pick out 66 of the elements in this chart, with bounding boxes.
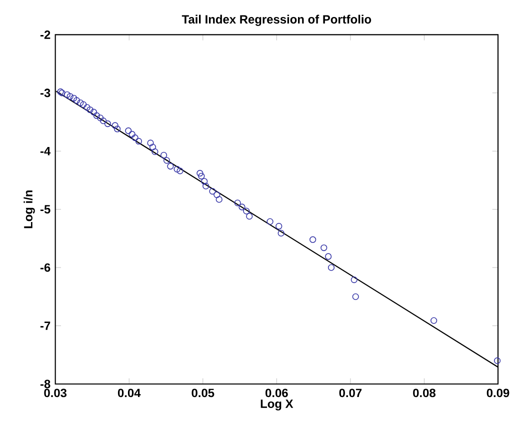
point xyxy=(90,108,98,116)
point xyxy=(209,188,216,195)
y-tick-label: -6 xyxy=(40,263,50,272)
point xyxy=(198,172,205,180)
x-tick-label: 0.07 xyxy=(339,388,362,398)
point xyxy=(70,94,78,102)
point xyxy=(132,134,138,142)
point xyxy=(243,208,250,214)
x-axis-title: Log X xyxy=(260,400,294,410)
point xyxy=(430,317,438,324)
point xyxy=(324,253,332,260)
point xyxy=(216,196,222,203)
y-tick-label: -5 xyxy=(40,205,50,214)
point xyxy=(167,162,174,170)
point xyxy=(112,122,118,129)
point xyxy=(64,91,70,98)
point xyxy=(152,148,158,156)
point xyxy=(80,101,87,108)
point xyxy=(276,222,282,230)
y-tick-label: -7 xyxy=(40,322,50,330)
point xyxy=(214,191,220,198)
x-tick-label: 0.03 xyxy=(44,388,67,398)
point xyxy=(77,99,84,106)
point xyxy=(73,97,80,104)
point xyxy=(328,264,335,271)
y-tick-label: -2 xyxy=(40,30,50,39)
x-tick-label: 0.08 xyxy=(413,388,436,398)
point xyxy=(246,213,253,220)
point xyxy=(163,157,170,164)
point xyxy=(174,166,180,172)
point xyxy=(86,106,94,114)
point xyxy=(114,126,121,132)
point xyxy=(125,127,132,134)
y-tick-label: -4 xyxy=(40,147,51,156)
point xyxy=(128,130,136,138)
point xyxy=(149,144,156,150)
point xyxy=(201,178,208,185)
point xyxy=(147,140,154,146)
y-axis-title: Log i/n xyxy=(24,190,35,228)
y-tick-label: -8 xyxy=(40,380,50,388)
point xyxy=(238,204,246,210)
x-tick-label: 0.04 xyxy=(118,388,141,398)
point xyxy=(104,120,112,128)
point xyxy=(176,168,184,174)
point xyxy=(278,230,284,237)
point xyxy=(266,218,274,225)
point xyxy=(196,170,204,177)
x-tick-label: 0.05 xyxy=(192,388,214,398)
point xyxy=(160,152,168,159)
point xyxy=(93,112,100,119)
point xyxy=(84,104,90,111)
chart-title: Tail Index Regression of Portfolio xyxy=(182,14,372,26)
point xyxy=(320,244,328,252)
point xyxy=(309,236,316,243)
x-tick-label: 0.09 xyxy=(486,388,510,398)
point xyxy=(202,182,210,190)
x-tick-label: 0.06 xyxy=(266,388,288,398)
point xyxy=(352,293,359,300)
point xyxy=(97,114,104,122)
point xyxy=(66,93,74,100)
point xyxy=(234,200,241,206)
point xyxy=(350,276,358,284)
point xyxy=(100,118,107,124)
point xyxy=(494,357,501,364)
point xyxy=(135,138,142,145)
y-tick-label: -3 xyxy=(40,88,50,98)
